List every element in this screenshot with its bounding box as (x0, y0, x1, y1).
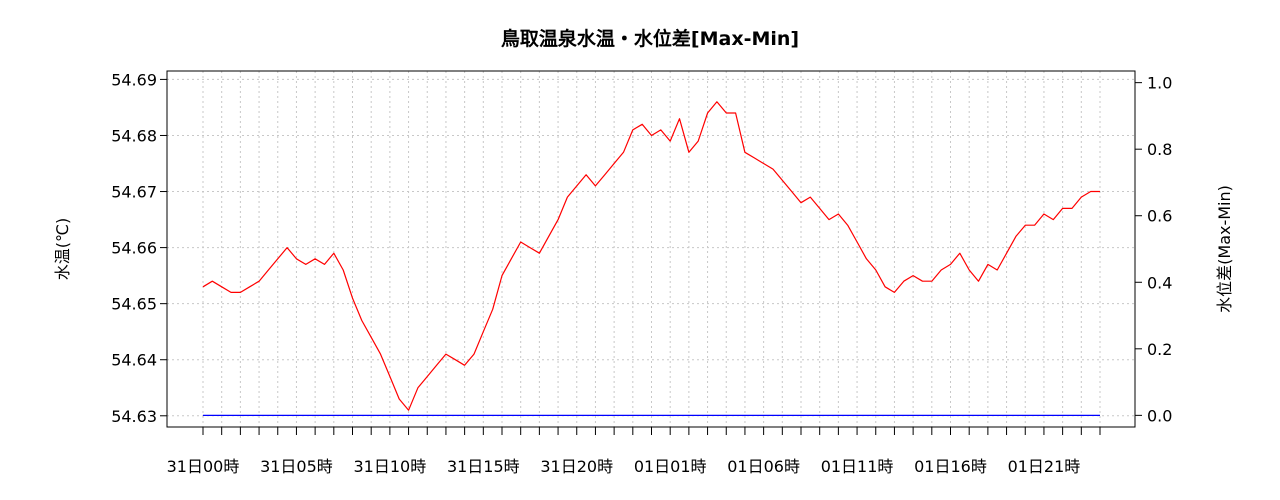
chart-title: 鳥取温泉水温・水位差[Max-Min] (501, 27, 799, 50)
right-tick-label: 0.8 (1147, 140, 1172, 159)
left-tick-label: 54.67 (111, 183, 157, 202)
left-tick-label: 54.65 (111, 295, 157, 314)
x-tick-label: 31日20時 (540, 457, 613, 476)
x-tick-label: 01日11時 (821, 457, 894, 476)
x-tick-label: 31日05時 (260, 457, 333, 476)
right-tick-label: 0.6 (1147, 207, 1172, 226)
x-tick-label: 01日06時 (727, 457, 800, 476)
right-tick-label: 0.4 (1147, 273, 1172, 292)
right-axis-title: 水位差(Max-Min) (1215, 185, 1234, 313)
left-axis: 54.63 54.64 54.65 54.66 54.67 54.68 54.69 (111, 70, 167, 426)
right-axis: 0.0 0.2 0.4 0.6 0.8 1.0 (1135, 74, 1172, 425)
x-tick-label: 01日21時 (1008, 457, 1081, 476)
x-tick-label: 31日00時 (167, 457, 240, 476)
left-tick-label: 54.69 (111, 70, 157, 89)
left-tick-label: 54.66 (111, 239, 157, 258)
x-tick-label: 31日10時 (354, 457, 427, 476)
grid-layer (167, 71, 1135, 427)
x-tick-label: 01日01時 (634, 457, 707, 476)
x-tick-label: 31日15時 (447, 457, 520, 476)
plot-frame (166, 70, 1136, 428)
left-tick-label: 54.64 (111, 351, 157, 370)
left-tick-label: 54.63 (111, 407, 157, 426)
left-tick-label: 54.68 (111, 126, 157, 145)
x-tick-label: 01日16時 (914, 457, 987, 476)
x-axis: 31日00時 31日05時 31日10時 31日15時 31日20時 01日01時 01日0… (167, 427, 1101, 476)
right-tick-label: 1.0 (1147, 74, 1172, 93)
left-axis-title: 水温(℃) (53, 218, 72, 280)
right-tick-label: 0.2 (1147, 340, 1172, 359)
right-tick-label: 0.0 (1147, 406, 1172, 425)
water-temp-line (202, 101, 1100, 411)
series-layer (202, 101, 1100, 416)
